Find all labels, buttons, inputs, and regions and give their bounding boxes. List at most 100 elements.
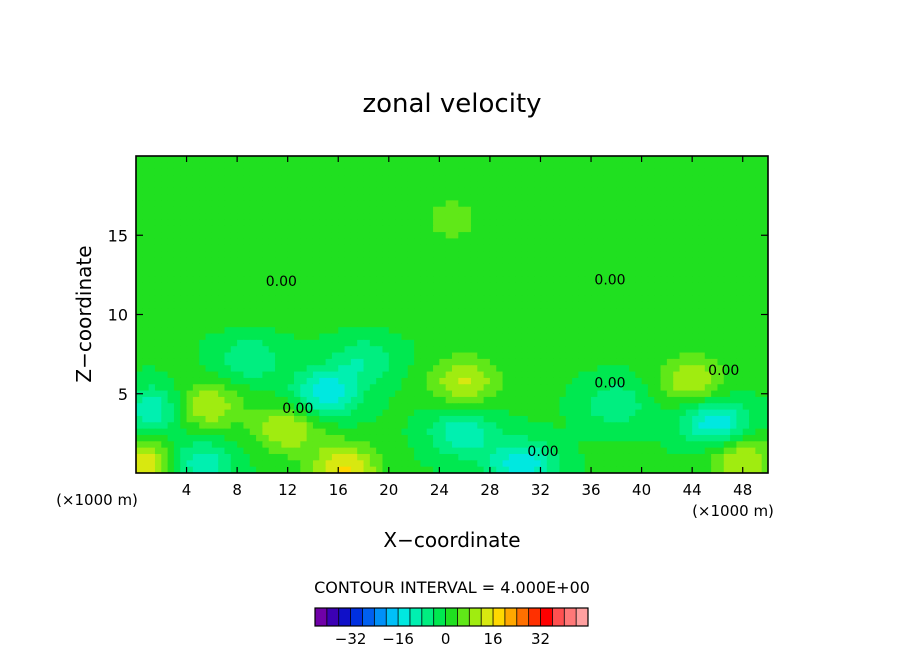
field-cell xyxy=(723,466,731,473)
field-cell xyxy=(420,314,428,322)
field-cell xyxy=(401,219,409,227)
field-cell xyxy=(635,396,643,404)
field-cell xyxy=(357,327,365,335)
field-cell xyxy=(325,194,333,201)
field-cell xyxy=(407,466,415,473)
field-cell xyxy=(414,396,421,404)
field-cell xyxy=(294,390,301,398)
field-cell xyxy=(736,282,744,290)
field-cell xyxy=(742,232,750,240)
field-cell xyxy=(224,295,232,303)
field-cell xyxy=(167,333,175,341)
field-cell xyxy=(489,396,497,404)
field-cell xyxy=(350,365,358,373)
field-cell xyxy=(502,314,510,322)
field-cell xyxy=(508,434,516,442)
field-cell xyxy=(647,238,655,246)
field-cell xyxy=(647,320,655,328)
field-cell xyxy=(597,257,605,265)
field-cell xyxy=(527,244,535,252)
field-cell xyxy=(704,320,712,328)
field-cell xyxy=(635,238,643,246)
field-cell xyxy=(275,339,282,347)
field-cell xyxy=(521,327,529,335)
field-cell xyxy=(641,352,649,360)
field-cell xyxy=(312,219,320,227)
field-cell xyxy=(186,301,194,309)
field-cell xyxy=(489,415,497,423)
field-cell xyxy=(654,175,662,182)
field-cell xyxy=(483,276,491,284)
field-cell xyxy=(294,257,301,265)
field-cell xyxy=(154,327,162,335)
field-cell xyxy=(395,213,403,220)
field-cell xyxy=(167,301,175,309)
field-cell xyxy=(312,422,320,430)
field-cell xyxy=(388,365,396,373)
field-cell xyxy=(401,257,409,265)
field-cell xyxy=(597,314,605,322)
field-cell xyxy=(161,263,169,271)
field-cell xyxy=(591,282,598,290)
field-cell xyxy=(603,295,611,303)
field-cell xyxy=(287,352,295,360)
field-cell xyxy=(527,422,535,430)
field-cell xyxy=(167,156,175,163)
field-cell xyxy=(205,396,213,404)
field-cell xyxy=(647,244,655,252)
field-cell xyxy=(224,466,232,473)
field-cell xyxy=(452,308,459,316)
field-cell xyxy=(148,447,156,455)
field-cell xyxy=(521,377,529,385)
field-cell xyxy=(344,295,352,303)
field-cell xyxy=(730,415,737,423)
field-cell xyxy=(249,175,257,182)
field-cell xyxy=(426,187,434,195)
field-cell xyxy=(616,162,624,170)
field-cell xyxy=(755,409,763,417)
field-cell xyxy=(300,384,308,392)
field-cell xyxy=(180,460,188,468)
field-cell xyxy=(464,257,472,265)
field-cell xyxy=(268,314,276,322)
field-cell xyxy=(736,289,744,297)
field-cell xyxy=(673,187,681,195)
field-cell xyxy=(142,200,150,208)
field-cell xyxy=(382,295,390,303)
field-cell xyxy=(736,219,744,227)
field-cell xyxy=(439,168,447,176)
field-cell xyxy=(142,346,150,354)
field-cell xyxy=(584,327,592,335)
field-cell xyxy=(761,213,768,220)
field-cell xyxy=(445,232,453,240)
field-cell xyxy=(616,415,624,423)
field-cell xyxy=(287,213,295,220)
field-cell xyxy=(445,339,453,347)
field-cell xyxy=(186,289,194,297)
field-cell xyxy=(742,263,750,271)
field-cell xyxy=(584,352,592,360)
field-cell xyxy=(679,333,687,341)
field-cell xyxy=(186,390,194,398)
field-cell xyxy=(603,168,611,176)
field-cell xyxy=(256,251,263,259)
field-cell xyxy=(237,453,245,461)
field-cell xyxy=(218,352,226,360)
field-cell xyxy=(300,225,308,233)
field-cell xyxy=(622,466,630,473)
field-cell xyxy=(350,187,358,195)
field-cell xyxy=(742,206,750,214)
field-cell xyxy=(344,175,352,182)
field-cell xyxy=(382,238,390,246)
field-cell xyxy=(515,409,523,417)
field-cell xyxy=(464,333,472,341)
field-cell xyxy=(331,251,339,259)
field-cell xyxy=(224,251,232,259)
field-cell xyxy=(452,428,459,436)
field-cell xyxy=(730,181,737,189)
field-cell xyxy=(591,333,598,341)
field-cell xyxy=(597,244,605,252)
field-cell xyxy=(565,415,573,423)
field-cell xyxy=(711,289,719,297)
field-cell xyxy=(666,447,674,455)
